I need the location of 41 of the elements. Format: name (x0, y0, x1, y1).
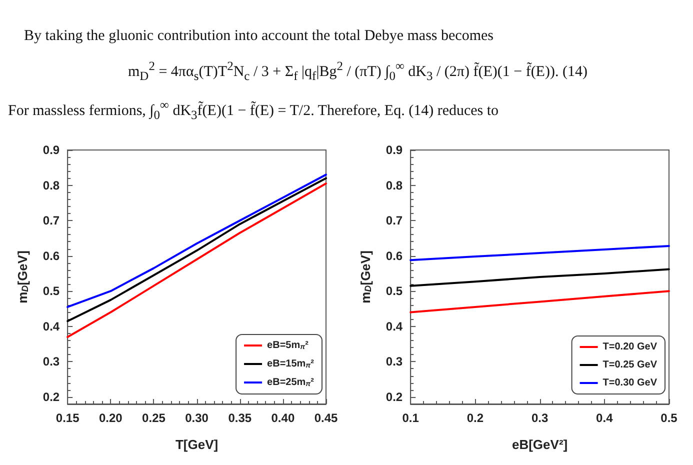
y-axis-title: mD[GeV] (15, 250, 30, 304)
y-tick-label: 0.4 (386, 319, 403, 334)
y-tick-label: 0.9 (386, 143, 403, 157)
x-tick-label: 0.25 (142, 411, 166, 425)
x-tick-label: 0.2 (466, 411, 484, 425)
legend-label: T=0.30 GeV (602, 378, 658, 388)
y-tick-label: 0.3 (386, 354, 403, 369)
y-tick-label: 0.7 (386, 214, 403, 228)
text: By taking the gluonic contribution into account the total Debye mass becomes (23, 28, 494, 45)
y-tick-label: 0.7 (42, 214, 60, 228)
y-tick-label: 0.6 (386, 248, 403, 263)
x-tick-label: 0.45 (314, 411, 338, 425)
x-axis-title: eB[GeV²] (512, 437, 568, 452)
text: m$_{D}$$^{2}$ = 4πα$_{s}$(T)T$^{2}$N$_{c}$ / 3 + Σ$_{f}$ |q$_{f}$|Bg$^{2}$ / (πT) ∫$_{0}$$^{∞}$ dK$_{3}$ / (2π) f̃(E)(1 − f̃(E)). (14) (128, 59, 588, 83)
line-series (410, 244, 670, 262)
y-tick-label: 0.2 (42, 390, 60, 404)
x-tick-label: 0.3 (531, 411, 548, 425)
y-tick-label: 0.8 (386, 178, 403, 192)
y-tick-label: 0.5 (42, 284, 60, 298)
line-series (410, 268, 670, 287)
y-tick-label: 0.2 (386, 390, 403, 404)
x-tick-label: 0.30 (185, 411, 209, 425)
legend-label: T=0.25 GeV (602, 360, 658, 370)
x-tick-label: 0.40 (271, 411, 295, 425)
x-tick-label: 0.35 (228, 411, 252, 425)
x-tick-label: 0.4 (596, 411, 614, 425)
legend-label: T=0.20 GeV (602, 342, 658, 352)
y-tick-label: 0.3 (42, 354, 60, 369)
text: For massless fermions, ∫$_{0}$$^{∞}$ dK$_{3}$f̃(E)(1 − f̃(E) = T/2. Therefore, Eq. (14) reduces to (8, 98, 500, 123)
x-tick-label: 0.5 (660, 411, 678, 425)
x-axis-title: T[GeV] (175, 437, 218, 452)
x-tick-label: 0.1 (402, 411, 420, 425)
line-series (410, 290, 670, 314)
y-tick-label: 0.8 (42, 178, 60, 192)
y-tick-label: 0.5 (386, 284, 403, 298)
y-axis-title: mD[GeV] (358, 250, 374, 304)
y-tick-label: 0.6 (42, 248, 60, 263)
x-tick-label: 0.15 (56, 411, 80, 425)
y-tick-label: 0.9 (42, 143, 60, 157)
y-tick-label: 0.4 (42, 319, 60, 334)
x-tick-label: 0.20 (98, 411, 123, 425)
